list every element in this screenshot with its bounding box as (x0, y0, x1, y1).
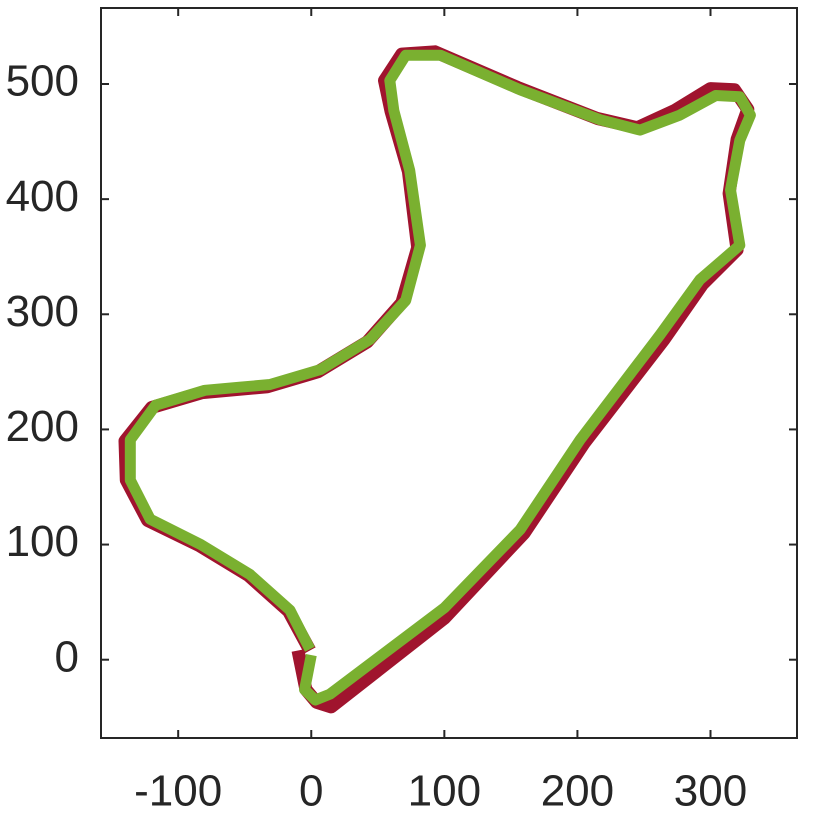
x-tick-label: 0 (299, 767, 323, 816)
y-tick-label: 200 (6, 402, 79, 451)
series-line (124, 49, 756, 706)
y-tick-label: 400 (6, 172, 79, 221)
plot-area (100, 7, 798, 739)
x-tick-label: 100 (408, 767, 481, 816)
x-tick-label: -100 (134, 767, 222, 816)
y-tick-label: 300 (6, 287, 79, 336)
x-tick-label: 300 (674, 767, 747, 816)
y-tick-label: 100 (6, 517, 79, 566)
y-tick-label: 500 (6, 57, 79, 106)
y-tick-label: 0 (55, 632, 79, 681)
x-tick-label: 200 (541, 767, 614, 816)
